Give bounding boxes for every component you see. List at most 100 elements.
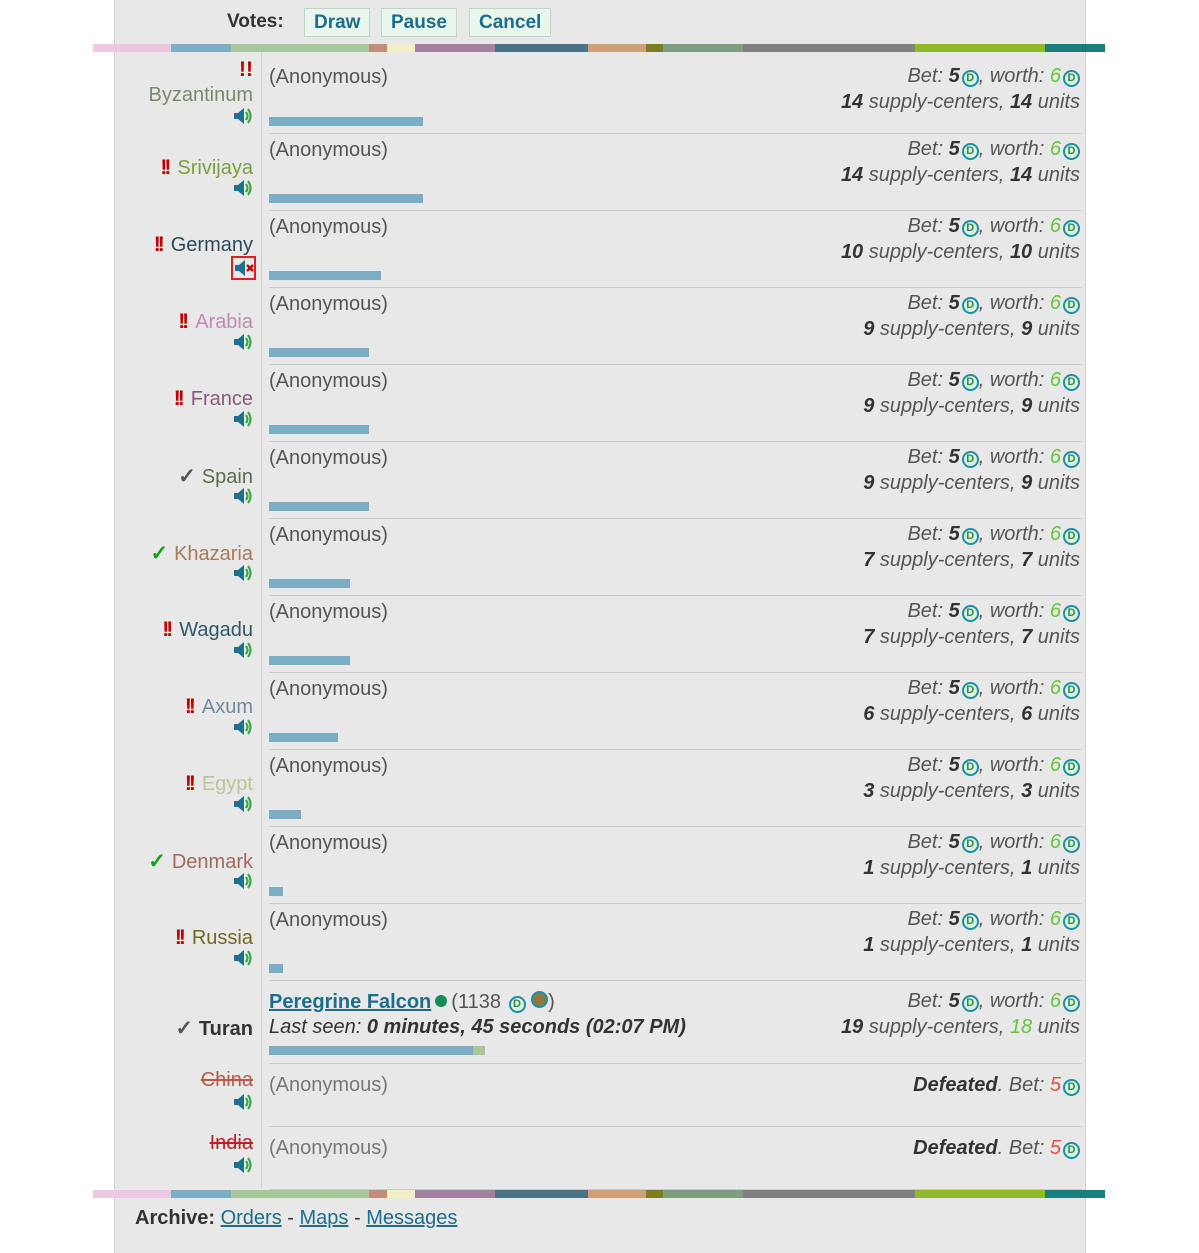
supply-units-line: 14 supply-centers, 14 units (841, 164, 1080, 187)
points-close: ) (548, 991, 555, 1013)
stripe-segment (646, 1190, 663, 1198)
country-name: India (209, 1132, 253, 1154)
speaker-icon[interactable] (233, 410, 253, 428)
stripe-segment (369, 1190, 387, 1198)
status-not-ready-icon: !! (160, 156, 171, 179)
speaker-icon[interactable] (233, 795, 253, 813)
units-count: 3 (1021, 780, 1033, 802)
speaker-icon[interactable] (233, 564, 253, 582)
stripe-segment (588, 1190, 646, 1198)
worth-value: 6 (1049, 754, 1061, 776)
units-count: 10 (1009, 241, 1033, 263)
country-label: Axum (201, 696, 253, 718)
worth-label: worth: (989, 446, 1045, 468)
supply-centers-label: supply-centers, (868, 91, 1005, 113)
player-name: (Anonymous) (269, 447, 388, 469)
status-completed-icon: ✓ (178, 465, 196, 488)
stripe-segment (646, 44, 663, 52)
supply-centers-label: supply-centers, (879, 472, 1016, 494)
country-label: Arabia (195, 311, 253, 333)
player-name: (Anonymous) (269, 909, 388, 931)
stripe-segment (415, 44, 495, 52)
speaker-icon[interactable] (233, 718, 253, 736)
speaker-icon[interactable] (233, 333, 253, 351)
row-divider (269, 441, 1082, 442)
supply-centers-count: 1 (863, 934, 875, 956)
archive-messages-link[interactable]: Messages (366, 1207, 458, 1229)
units-label: units (1037, 241, 1080, 263)
country-label: Wagadu (179, 619, 253, 641)
vote-draw-button[interactable]: Draw (304, 8, 371, 37)
muted-speaker-icon[interactable] (231, 256, 256, 280)
supply-centers-count: 6 (863, 703, 875, 725)
country-color-stripe-bottom (93, 1190, 1105, 1198)
units-label: units (1037, 318, 1080, 340)
supply-centers-label: supply-centers, (868, 164, 1005, 186)
worth-label: worth: (989, 831, 1045, 853)
points-open: (1138 (451, 991, 501, 1013)
player-name: (Anonymous) (269, 139, 388, 161)
speaker-icon[interactable] (233, 179, 253, 197)
vote-pause-button[interactable]: Pause (381, 8, 457, 37)
speaker-icon[interactable] (233, 107, 253, 125)
speaker-icon[interactable] (233, 1093, 253, 1111)
points-coin-icon: D (1063, 995, 1080, 1012)
archive-separator: - (287, 1207, 294, 1229)
vote-cancel-button[interactable]: Cancel (469, 8, 552, 37)
archive-orders-link[interactable]: Orders (220, 1207, 282, 1229)
supply-progress-bar (269, 964, 283, 973)
stripe-segment (171, 1190, 231, 1198)
bet-value: 5 (1049, 1137, 1061, 1159)
speaker-icon[interactable] (233, 949, 253, 967)
points-coin-icon: D (1063, 297, 1080, 314)
country-label: Denmark (171, 851, 253, 873)
worth-value: 6 (1049, 292, 1061, 314)
stripe-segment (743, 44, 915, 52)
units-count: 9 (1021, 395, 1033, 417)
supply-centers-count: 7 (863, 626, 875, 648)
units-label: units (1037, 934, 1080, 956)
bet-label: Bet: (907, 446, 944, 468)
player-name: (Anonymous) (269, 1137, 388, 1159)
supply-centers-count: 19 (840, 1016, 864, 1038)
supply-units-line: 3 supply-centers, 3 units (863, 780, 1080, 803)
archive-maps-link[interactable]: Maps (299, 1207, 349, 1229)
speaker-icon[interactable] (233, 487, 253, 505)
speaker-icon[interactable] (233, 1156, 253, 1174)
supply-units-line: 6 supply-centers, 6 units (863, 703, 1080, 726)
bet-label: Bet: (907, 523, 944, 545)
row-divider (269, 518, 1082, 519)
supply-progress-bar (269, 733, 338, 742)
player-name: (Anonymous) (269, 678, 388, 700)
row-divider (269, 210, 1082, 211)
archive-label: Archive: (135, 1207, 216, 1229)
points-coin-icon: D (961, 995, 979, 1012)
country-name: ✓ Denmark (148, 849, 253, 874)
speaker-icon[interactable] (233, 872, 253, 890)
speaker-icon[interactable] (233, 641, 253, 659)
player-name: (Anonymous) (269, 601, 388, 623)
stripe-segment (171, 44, 231, 52)
supply-centers-label: supply-centers, (879, 626, 1016, 648)
country-label: Turan (198, 1018, 253, 1040)
country-name: !! Wagadu (162, 618, 253, 642)
supply-units-line: 7 supply-centers, 7 units (863, 626, 1080, 649)
country-label: Egypt (201, 773, 253, 795)
units-count: 7 (1021, 549, 1033, 571)
worth-value: 6 (1049, 138, 1061, 160)
player-name: (Anonymous) (269, 1074, 388, 1096)
bet-value: 5 (948, 215, 960, 237)
player-profile-link[interactable]: Peregrine Falcon (269, 991, 432, 1013)
stripe-segment (663, 1190, 743, 1198)
